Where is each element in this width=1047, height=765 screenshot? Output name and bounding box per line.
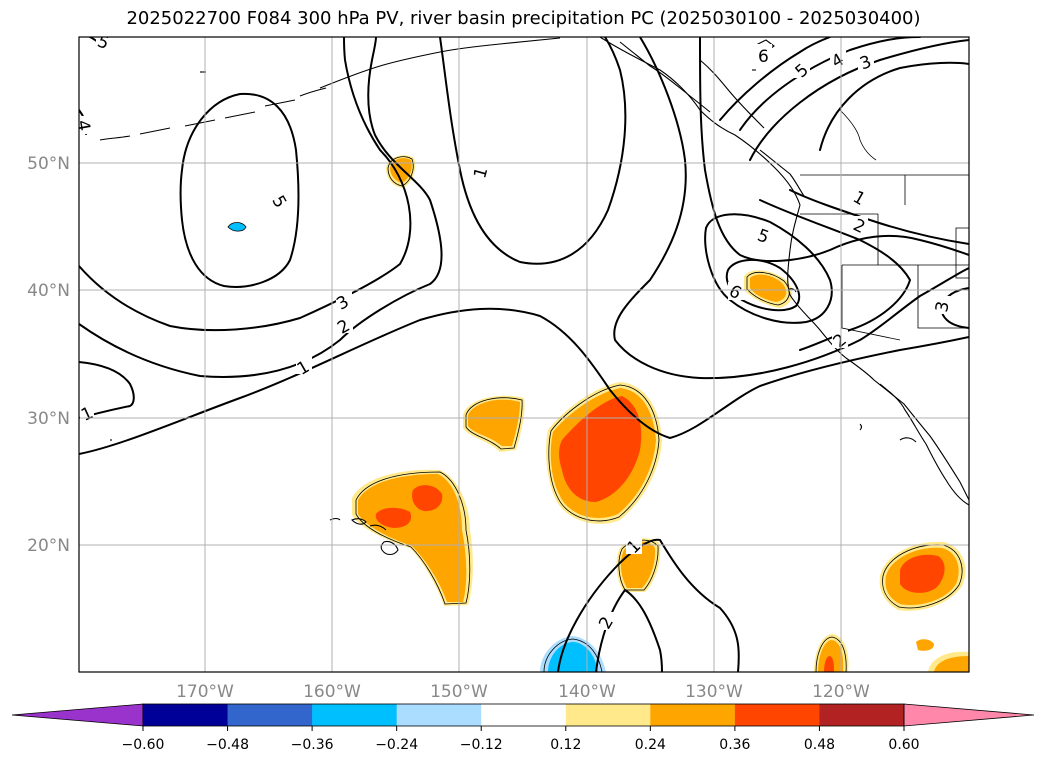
colorbar-tick-label: 0.12 bbox=[550, 737, 581, 753]
colorbar-segment bbox=[650, 704, 736, 726]
pv-contour-5-ring bbox=[179, 92, 300, 288]
colorbar-tick-label: −0.24 bbox=[375, 737, 418, 753]
colorbar-segment bbox=[227, 704, 313, 726]
lat-label: 40°N bbox=[27, 281, 70, 301]
pv-contour-3-west bbox=[79, 37, 412, 332]
shade-blob-e bbox=[916, 639, 934, 651]
pv-contour-2-west bbox=[79, 37, 443, 378]
pv-contour-1-gulf bbox=[439, 37, 627, 265]
pv-contour-5-ne bbox=[719, 37, 831, 121]
lat-labels: 50°N 40°N 30°N 20°N bbox=[27, 154, 70, 556]
lon-labels: 170°W 160°W 150°W 140°W 130°W 120°W bbox=[176, 682, 870, 702]
colorbar-tick-label: −0.36 bbox=[291, 737, 334, 753]
lat-label: 20°N bbox=[27, 536, 70, 556]
lat-label: 30°N bbox=[27, 409, 70, 429]
chart-title: 2025022700 F084 300 hPa PV, river basin … bbox=[126, 8, 921, 29]
colorbar-frame bbox=[142, 703, 905, 727]
lon-label: 160°W bbox=[303, 682, 361, 702]
contour-label: 1 bbox=[470, 165, 492, 181]
pv-contour-1-south bbox=[79, 307, 969, 455]
colorbar-tick-label: 0.48 bbox=[804, 737, 835, 753]
map-area bbox=[79, 37, 969, 672]
lon-label: 140°W bbox=[558, 682, 616, 702]
colorbar-segments bbox=[11, 703, 1035, 727]
colorbar-segment bbox=[819, 704, 905, 726]
contour-label: 4 bbox=[72, 119, 94, 133]
shade-blob-g-mid bbox=[390, 158, 412, 183]
colorbar-tick-label: −0.60 bbox=[122, 737, 165, 753]
shade-hawaii-mid bbox=[358, 474, 467, 602]
pv-contour-1-pnw bbox=[613, 37, 969, 380]
lon-label: 130°W bbox=[685, 682, 743, 702]
colorbar-segment bbox=[312, 704, 398, 726]
contour-label: 3 bbox=[932, 300, 954, 314]
colorbar-extend-low bbox=[11, 703, 144, 727]
colorbar-segment bbox=[565, 704, 651, 726]
colorbar-tick-label: −0.48 bbox=[206, 737, 249, 753]
colorbar: −0.60 −0.48 −0.36 −0.24 −0.12 0.12 0.24 0.36 0.4… bbox=[11, 703, 1035, 753]
colorbar-extend-high bbox=[903, 703, 1035, 727]
pv-contour-1-west bbox=[79, 361, 135, 419]
shade-hawaii-high-b bbox=[375, 507, 412, 528]
map-content: 1 3 2 1 1 5 5 6 5 4 3 6 1 2 bbox=[72, 37, 969, 672]
shade-blob-a-mid bbox=[468, 399, 520, 446]
borders bbox=[800, 109, 969, 341]
shade-neg-mid bbox=[548, 642, 598, 672]
colorbar-segment bbox=[396, 704, 482, 726]
shade-neg-small bbox=[227, 222, 247, 232]
shade-blob-c-high bbox=[824, 656, 834, 672]
gridlines bbox=[79, 37, 969, 672]
pv-contour-5-pnw bbox=[704, 213, 833, 324]
colorbar-tick-label: 0.36 bbox=[719, 737, 750, 753]
colorbar-segment bbox=[734, 704, 820, 726]
lon-label: 170°W bbox=[176, 682, 234, 702]
lat-label: 50°N bbox=[27, 154, 70, 174]
shade-blob-f-mid bbox=[934, 656, 969, 672]
contour-label-group: 1 3 2 1 1 5 5 6 5 4 3 6 1 2 bbox=[72, 37, 954, 633]
shade-blob-d-high bbox=[900, 554, 945, 593]
pv-contour-arc-ne bbox=[819, 61, 969, 151]
coastlines bbox=[99, 37, 969, 556]
shade-blob-h-mid bbox=[750, 274, 787, 302]
contour-label: 6 bbox=[758, 47, 769, 67]
colorbar-tick-label: −0.12 bbox=[460, 737, 503, 753]
colorbar-segment bbox=[481, 704, 567, 726]
lon-label: 120°W bbox=[812, 682, 870, 702]
colorbar-tick-label: 0.60 bbox=[888, 737, 919, 753]
shade-blob-c-mid bbox=[818, 640, 844, 672]
shade-main-high bbox=[559, 396, 642, 502]
colorbar-tick-label: 0.24 bbox=[635, 737, 666, 753]
shading-layer bbox=[227, 155, 969, 672]
pv-contour-1-lower bbox=[557, 538, 740, 672]
colorbar-ticks: −0.60 −0.48 −0.36 −0.24 −0.12 0.12 0.24 0.36 0.4… bbox=[122, 726, 920, 753]
lon-label: 150°W bbox=[430, 682, 488, 702]
pv-contour-1-ne bbox=[789, 189, 969, 245]
shade-hawaii-high-a bbox=[412, 485, 443, 512]
map-frame bbox=[78, 36, 970, 673]
colorbar-segment bbox=[143, 704, 229, 726]
pv-contour-2-lower bbox=[595, 589, 663, 672]
